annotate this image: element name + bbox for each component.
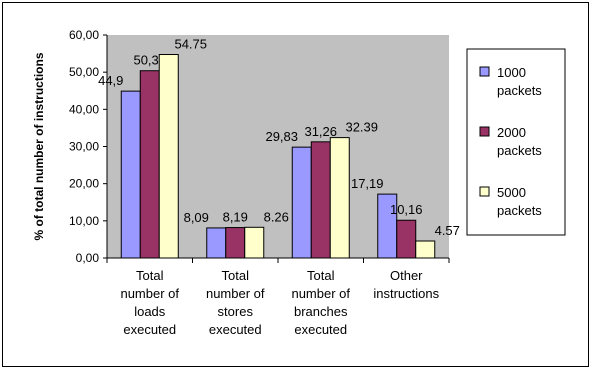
category-label: Total number of branches executed [291, 268, 350, 337]
y-tick-label: 10,00 [69, 214, 99, 228]
bar [206, 227, 227, 259]
bar [225, 227, 246, 259]
data-label: 44,9 [98, 73, 123, 88]
data-label: 8,19 [223, 210, 248, 225]
legend-entry: 1000 packets [497, 65, 542, 98]
legend-swatch [479, 186, 490, 197]
category-label: Total number of stores executed [206, 268, 265, 337]
bar [329, 137, 350, 259]
bar [310, 141, 331, 259]
data-label: 8,09 [184, 210, 209, 225]
legend-box [466, 48, 566, 236]
data-label: 50,39 [133, 53, 166, 68]
bar [244, 226, 265, 259]
data-label: 10,16 [390, 202, 423, 217]
bar [139, 70, 160, 259]
bar [158, 54, 179, 259]
bar-chart: 0,00 10,00 20,00 30,00 40,00 50,00 60,00 % of t… [32, 28, 566, 337]
data-label: 29,83 [265, 129, 298, 144]
bar [415, 240, 436, 259]
data-label: 17,19 [351, 176, 384, 191]
y-tick-label: 40,00 [69, 102, 99, 116]
legend-entry: 5000 packets [497, 185, 542, 218]
data-label: 8.26 [264, 209, 289, 224]
y-tick-label: 20,00 [69, 177, 99, 191]
y-tick-label: 0,00 [76, 251, 100, 265]
legend-entry: 2000 packets [497, 125, 542, 158]
category-label: Other instructions [373, 268, 439, 301]
y-tick-label: 60,00 [69, 28, 99, 42]
y-tick-label: 50,00 [69, 65, 99, 79]
y-axis-label: % of total number of instructions [32, 52, 46, 240]
data-label: 54.75 [174, 37, 207, 52]
data-label: 32.39 [345, 120, 378, 135]
legend-swatch [479, 66, 490, 77]
bar [120, 90, 141, 259]
legend-swatch [479, 126, 490, 137]
bar [291, 146, 312, 259]
data-label: 4.57 [435, 223, 460, 238]
y-tick-label: 30,00 [69, 140, 99, 154]
data-label: 31,26 [304, 124, 337, 139]
bar [396, 219, 417, 259]
category-label: Total number of loads executed [120, 268, 179, 337]
